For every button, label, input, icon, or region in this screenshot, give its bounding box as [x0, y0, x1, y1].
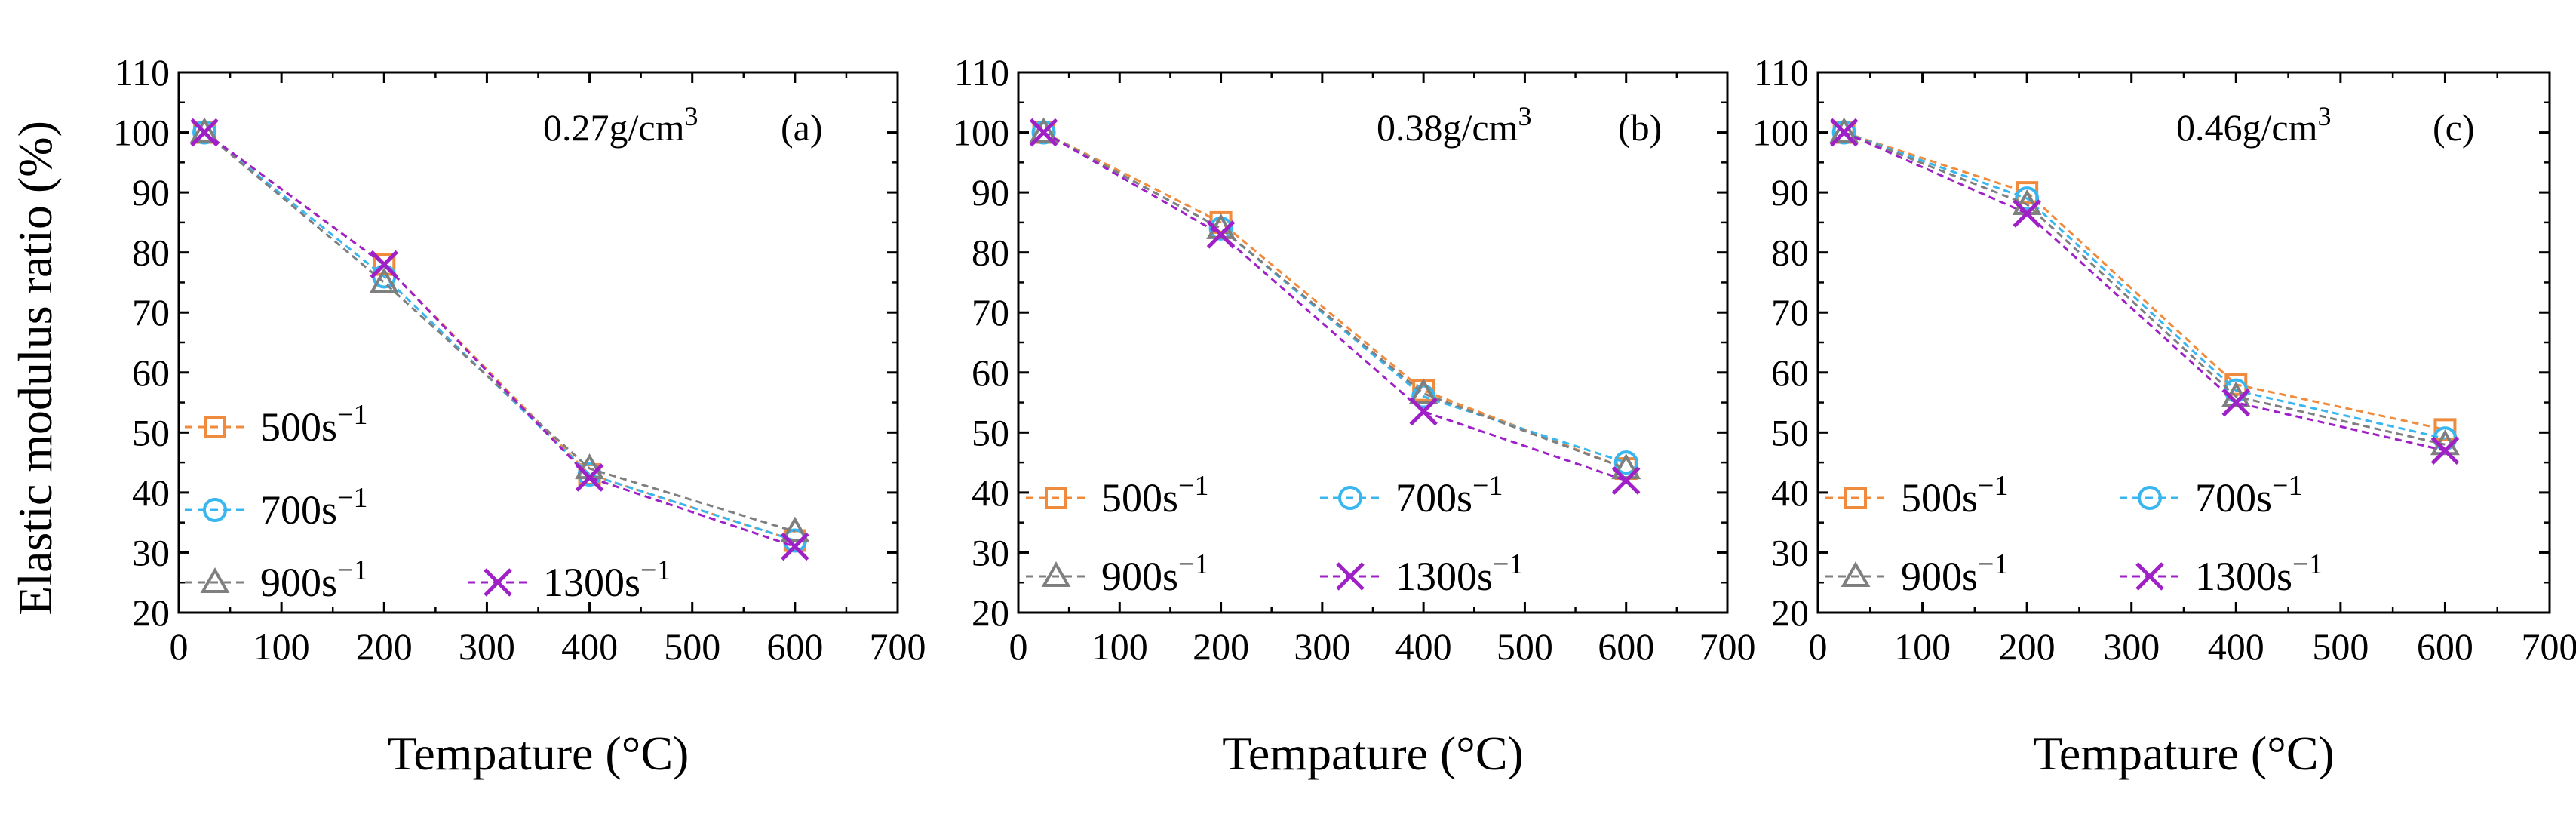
y-tick-label-0-0: 20 — [132, 591, 170, 634]
density-label-0: 0.27g/cm3 — [543, 101, 698, 149]
series-line-2-0 — [1844, 133, 2446, 430]
y-tick-label-2-3: 50 — [1771, 411, 1809, 453]
legend-label-2-1: 700s−1 — [2195, 470, 2302, 521]
panel-letter-2: (c) — [2433, 106, 2475, 149]
y-tick-label-1-8: 100 — [953, 112, 1009, 154]
y-tick-label-1-2: 40 — [972, 472, 1009, 514]
y-tick-label-1-5: 70 — [972, 291, 1009, 333]
x-tick-label-0-3: 300 — [459, 625, 515, 668]
data-point-1-3-3 — [1613, 468, 1639, 493]
y-tick-label-1-1: 30 — [972, 531, 1009, 573]
x-tick-label-0-2: 200 — [356, 625, 413, 668]
x-tick-label-2-0: 0 — [1809, 625, 1828, 668]
legend-label-1-1: 700s−1 — [1395, 470, 1503, 521]
series-line-2-3 — [1844, 133, 2446, 451]
y-tick-label-1-0: 20 — [972, 591, 1009, 634]
legend-label-2-3: 1300s−1 — [2195, 548, 2323, 599]
series-line-2-2 — [1844, 133, 2446, 445]
density-label-2: 0.46g/cm3 — [2176, 101, 2331, 149]
panel-0: 0 100 200 300 400 500 600 700 20 30 40 50 60 70 80 90 10… — [113, 51, 926, 780]
x-axis-title-2: Tempature (°C) — [2033, 726, 2335, 780]
series-line-0-2 — [204, 133, 795, 532]
shared-y-axis-title: Elastic modulus ratio (%) — [8, 121, 62, 616]
legend-marker-2-2 — [1844, 564, 1868, 585]
y-tick-label-1-3: 50 — [972, 411, 1009, 453]
x-tick-label-1-1: 100 — [1091, 625, 1148, 668]
series-line-1-2 — [1044, 133, 1626, 469]
y-tick-label-2-4: 60 — [1771, 352, 1809, 394]
x-tick-label-1-7: 700 — [1699, 625, 1756, 668]
y-tick-label-2-8: 100 — [1752, 112, 1809, 154]
series-line-1-1 — [1044, 133, 1626, 463]
legend-label-0-1: 700s−1 — [260, 482, 367, 533]
y-tick-label-2-5: 70 — [1771, 291, 1809, 333]
series-line-0-3 — [204, 133, 795, 547]
x-tick-label-2-6: 600 — [2417, 625, 2473, 668]
x-tick-label-1-4: 400 — [1395, 625, 1452, 668]
density-label-1: 0.38g/cm3 — [1377, 101, 1531, 149]
y-tick-label-0-8: 100 — [113, 112, 170, 154]
y-tick-label-0-7: 90 — [132, 171, 170, 213]
x-tick-label-1-0: 0 — [1009, 625, 1028, 668]
legend-label-2-2: 900s−1 — [1901, 548, 2008, 599]
legend-label-0-0: 500s−1 — [260, 399, 367, 450]
y-tick-label-0-6: 80 — [132, 232, 170, 274]
panel-2: 0 100 200 300 400 500 600 700 20 30 40 50 60 70 80 90 10… — [1752, 51, 2576, 780]
y-tick-label-2-1: 30 — [1771, 531, 1809, 573]
x-axis-title-0: Tempature (°C) — [388, 726, 689, 780]
y-tick-label-0-4: 60 — [132, 352, 170, 394]
x-tick-label-2-3: 300 — [2103, 625, 2160, 668]
y-tick-label-0-5: 70 — [132, 291, 170, 333]
x-tick-label-0-7: 700 — [870, 625, 926, 668]
x-tick-label-1-2: 200 — [1193, 625, 1249, 668]
legend-label-0-2: 900s−1 — [260, 554, 367, 605]
x-tick-label-0-1: 100 — [253, 625, 310, 668]
x-tick-label-2-1: 100 — [1894, 625, 1951, 668]
legend-marker-0-2 — [203, 570, 227, 591]
x-tick-label-0-4: 400 — [561, 625, 618, 668]
x-tick-label-1-3: 300 — [1294, 625, 1350, 668]
x-tick-label-2-2: 200 — [1999, 625, 2056, 668]
y-tick-label-0-1: 30 — [132, 531, 170, 573]
legend-label-0-3: 1300s−1 — [543, 554, 671, 605]
plot-frame-1 — [1018, 72, 1727, 613]
panel-1: 0 100 200 300 400 500 600 700 20 30 40 50 60 70 80 90 10… — [953, 51, 1756, 780]
y-tick-label-2-2: 40 — [1771, 472, 1809, 514]
y-tick-label-1-6: 80 — [972, 232, 1009, 274]
legend-label-1-2: 900s−1 — [1101, 548, 1208, 599]
legend-label-2-0: 500s−1 — [1901, 470, 2008, 521]
x-tick-label-2-4: 400 — [2208, 625, 2264, 668]
x-tick-label-1-6: 600 — [1598, 625, 1654, 668]
series-line-2-1 — [1844, 133, 2446, 439]
y-tick-label-2-9: 110 — [1754, 51, 1809, 94]
y-tick-label-2-6: 80 — [1771, 232, 1809, 274]
y-tick-label-0-9: 110 — [115, 51, 170, 94]
x-tick-label-1-5: 500 — [1497, 625, 1553, 668]
y-tick-label-1-7: 90 — [972, 171, 1009, 213]
legend-marker-1-2 — [1044, 564, 1068, 585]
x-tick-label-2-5: 500 — [2312, 625, 2369, 668]
x-axis-title-1: Tempature (°C) — [1222, 726, 1524, 780]
x-tick-label-2-7: 700 — [2522, 625, 2576, 668]
legend-label-1-0: 500s−1 — [1101, 470, 1208, 521]
series-line-1-0 — [1044, 133, 1626, 469]
y-tick-label-0-3: 50 — [132, 411, 170, 453]
y-tick-label-1-4: 60 — [972, 352, 1009, 394]
y-tick-label-0-2: 40 — [132, 472, 170, 514]
panel-letter-1: (b) — [1618, 106, 1662, 149]
y-tick-label-2-7: 90 — [1771, 171, 1809, 213]
x-tick-label-0-6: 600 — [766, 625, 823, 668]
legend-label-1-3: 1300s−1 — [1395, 548, 1523, 599]
y-tick-label-1-9: 110 — [954, 51, 1009, 94]
series-line-0-1 — [204, 133, 795, 541]
series-line-0-0 — [204, 133, 795, 541]
series-line-1-3 — [1044, 133, 1626, 481]
x-tick-label-0-0: 0 — [170, 625, 189, 668]
y-tick-label-2-0: 20 — [1771, 591, 1809, 634]
x-tick-label-0-5: 500 — [664, 625, 720, 668]
panel-letter-0: (a) — [781, 106, 823, 149]
